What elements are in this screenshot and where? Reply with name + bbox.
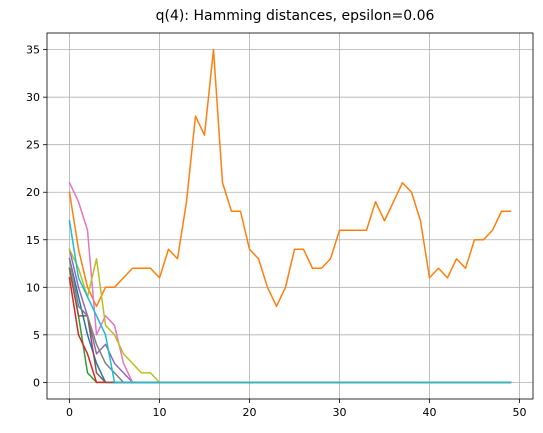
y-tick-label: 25 — [26, 139, 40, 152]
series-line-6 — [68, 267, 512, 384]
y-tick-label: 5 — [33, 329, 40, 342]
series-line-3 — [68, 267, 512, 384]
x-tick-label: 0 — [66, 406, 73, 419]
series-line-10 — [68, 219, 512, 384]
chart-title: q(4): Hamming distances, epsilon=0.06 — [156, 8, 435, 24]
y-tick-label: 0 — [33, 376, 40, 389]
y-tick-label: 20 — [26, 186, 40, 199]
y-tick-label: 30 — [26, 91, 40, 104]
y-tick-label: 15 — [26, 234, 40, 247]
x-tick-label: 10 — [153, 406, 167, 419]
y-tick-label: 35 — [26, 44, 40, 57]
series-line-1 — [68, 257, 512, 384]
x-tick-label: 40 — [423, 406, 437, 419]
series-lines — [68, 48, 512, 384]
series-line-7 — [68, 181, 512, 384]
series-line-8 — [68, 257, 512, 384]
grid-lines — [47, 33, 533, 399]
y-tick-label: 10 — [26, 281, 40, 294]
x-tick-label: 30 — [333, 406, 347, 419]
axes: 0 10 20 30 40 50 0 5 10 15 20 25 30 35 — [26, 32, 534, 419]
plot-frame — [46, 32, 534, 400]
series-line-2 — [68, 48, 512, 308]
x-tick-label: 20 — [243, 406, 257, 419]
x-tick-label: 50 — [513, 406, 527, 419]
